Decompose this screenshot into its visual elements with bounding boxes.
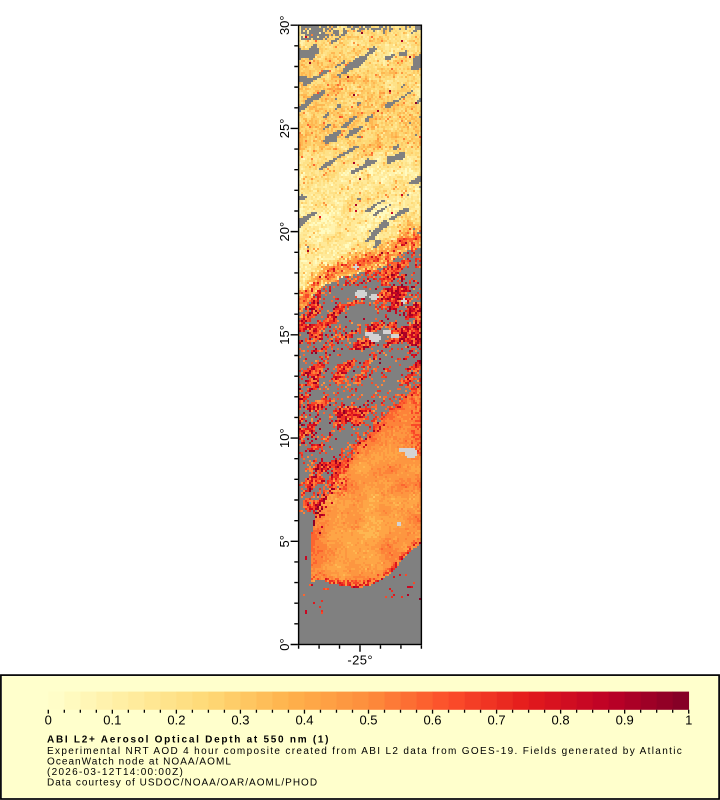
svg-text:1: 1 [685, 713, 692, 728]
svg-text:0.2: 0.2 [167, 713, 185, 728]
svg-text:0°: 0° [277, 638, 292, 650]
svg-text:10°: 10° [277, 428, 292, 448]
svg-text:0.1: 0.1 [103, 713, 121, 728]
svg-text:0.4: 0.4 [295, 713, 313, 728]
svg-text:0: 0 [45, 713, 52, 728]
svg-text:0.5: 0.5 [359, 713, 377, 728]
svg-text:-25°: -25° [347, 652, 373, 667]
svg-text:5°: 5° [277, 535, 292, 547]
svg-text:0.8: 0.8 [552, 713, 570, 728]
svg-text:ABI L2+ Aerosol Optical Depth: ABI L2+ Aerosol Optical Depth at 550 nm … [47, 734, 330, 745]
svg-text:25°: 25° [277, 119, 292, 139]
svg-text:0.3: 0.3 [231, 713, 249, 728]
svg-text:20°: 20° [277, 222, 292, 242]
svg-text:15°: 15° [277, 325, 292, 345]
svg-text:0.6: 0.6 [423, 713, 441, 728]
svg-text:(2026-03-12T14:00:00Z): (2026-03-12T14:00:00Z) [47, 767, 184, 778]
svg-text:0.9: 0.9 [616, 713, 634, 728]
svg-text:Data courtesy of USDOC/NOAA/OA: Data courtesy of USDOC/NOAA/OAR/AOML/PHO… [47, 778, 318, 789]
svg-text:0.7: 0.7 [488, 713, 506, 728]
svg-text:30°: 30° [277, 15, 292, 35]
svg-text:OceanWatch node at NOAA/AOML: OceanWatch node at NOAA/AOML [47, 757, 232, 768]
svg-text:Experimental NRT AOD 4 hour co: Experimental NRT AOD 4 hour composite cr… [47, 746, 683, 757]
